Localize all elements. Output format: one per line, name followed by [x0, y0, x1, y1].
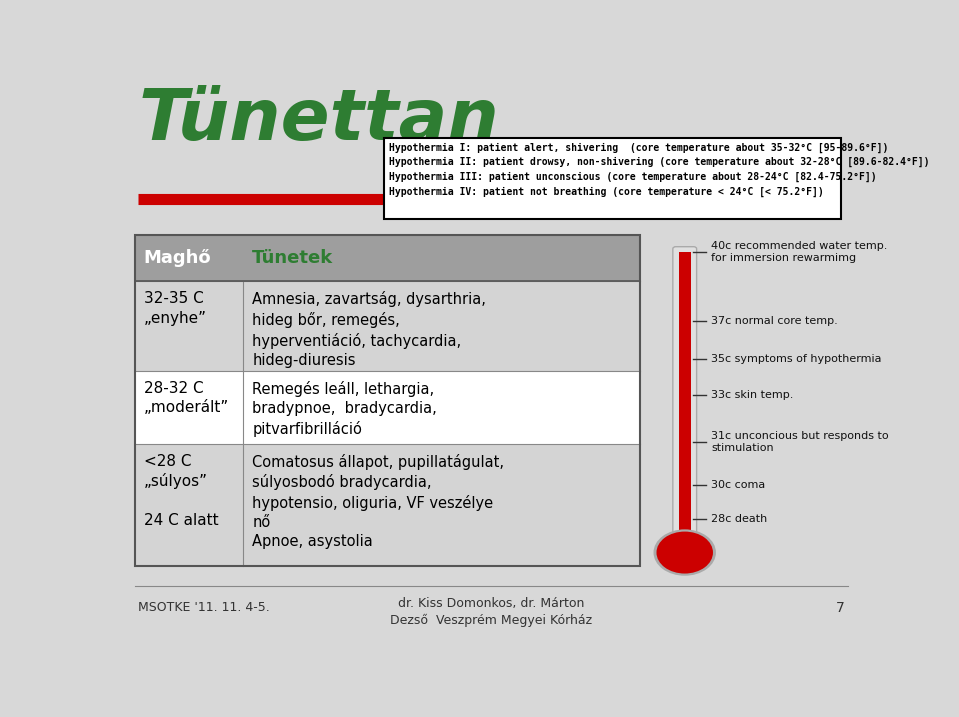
Circle shape: [653, 529, 716, 576]
Text: Tünettan: Tünettan: [138, 86, 500, 155]
FancyBboxPatch shape: [134, 235, 641, 282]
Text: Hypothermia I: patient alert, shivering  (core temperature about 35-32°C [95-89.: Hypothermia I: patient alert, shivering …: [389, 143, 929, 196]
Text: 40c recommended water temp.
for immersion rewarmimg: 40c recommended water temp. for immersio…: [712, 241, 888, 262]
Text: 32-35 C
„enyhe”: 32-35 C „enyhe”: [144, 291, 206, 326]
Text: Tünetek: Tünetek: [252, 250, 334, 267]
FancyBboxPatch shape: [134, 371, 641, 444]
Text: 28-32 C
„moderált”: 28-32 C „moderált”: [144, 381, 229, 415]
FancyBboxPatch shape: [384, 138, 841, 219]
Text: 28c death: 28c death: [712, 514, 768, 524]
Text: MSOTKE '11. 11. 4-5.: MSOTKE '11. 11. 4-5.: [138, 602, 270, 614]
FancyBboxPatch shape: [673, 247, 696, 536]
Text: Maghő: Maghő: [144, 250, 211, 267]
Text: 7: 7: [836, 601, 845, 614]
Text: <28 C
„súlyos”

24 C alatt: <28 C „súlyos” 24 C alatt: [144, 454, 219, 528]
Text: Comatosus állapot, pupillatágulat,
súlyosbodó bradycardia,
hypotensio, oliguria,: Comatosus állapot, pupillatágulat, súlyo…: [252, 454, 504, 549]
Text: Amnesia, zavartság, dysarthria,
hideg bőr, remegés,
hyperventiáció, tachycardia,: Amnesia, zavartság, dysarthria, hideg bő…: [252, 291, 486, 368]
Text: 31c unconcious but responds to
stimulation: 31c unconcious but responds to stimulati…: [712, 431, 889, 453]
FancyBboxPatch shape: [134, 444, 641, 566]
Text: dr. Kiss Domonkos, dr. Márton
Dezső  Veszprém Megyei Kórház: dr. Kiss Domonkos, dr. Márton Dezső Vesz…: [390, 597, 593, 627]
Text: 37c normal core temp.: 37c normal core temp.: [712, 315, 838, 326]
FancyBboxPatch shape: [679, 252, 690, 531]
Text: Remegés leáll, lethargia,
bradypnoe,  bradycardia,
pitvarfibrilláció: Remegés leáll, lethargia, bradypnoe, bra…: [252, 381, 437, 437]
Text: 33c skin temp.: 33c skin temp.: [712, 390, 794, 400]
Text: 30c coma: 30c coma: [712, 480, 765, 490]
Text: 35c symptoms of hypothermia: 35c symptoms of hypothermia: [712, 354, 882, 364]
FancyBboxPatch shape: [134, 282, 641, 371]
Circle shape: [657, 531, 713, 574]
